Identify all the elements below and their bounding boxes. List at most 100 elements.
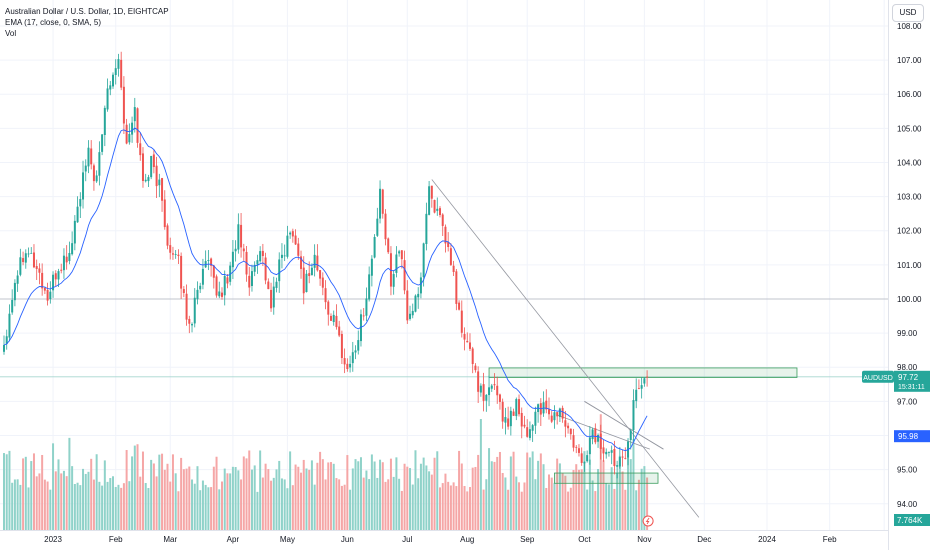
volume-bar bbox=[523, 482, 526, 530]
volume-bar bbox=[128, 481, 131, 530]
candle-body bbox=[68, 252, 71, 262]
volume-bar bbox=[561, 473, 564, 530]
candle-body bbox=[188, 318, 191, 324]
volume-bar bbox=[548, 474, 550, 530]
volume-bar bbox=[65, 476, 68, 530]
currency-button[interactable]: USD bbox=[892, 4, 924, 22]
candle-body bbox=[357, 340, 360, 351]
candle-body bbox=[417, 293, 420, 298]
ema-line bbox=[3, 127, 648, 452]
volume-badge-label: 7.764K bbox=[897, 516, 923, 525]
volume-bar bbox=[357, 461, 360, 530]
volume-bar bbox=[185, 468, 188, 530]
volume-bar bbox=[389, 458, 392, 530]
volume-bar bbox=[294, 464, 297, 530]
time-tick-label: Dec bbox=[697, 535, 711, 544]
price-tick-label: 101.00 bbox=[897, 261, 922, 270]
candle-body bbox=[384, 213, 387, 240]
volume-bar bbox=[496, 456, 499, 530]
candle-body bbox=[425, 213, 428, 245]
volume-bar bbox=[87, 471, 90, 530]
candle-body bbox=[267, 281, 270, 290]
candle-body bbox=[82, 172, 85, 200]
candle-body bbox=[128, 133, 131, 143]
candle-body bbox=[441, 214, 444, 226]
volume-bar bbox=[297, 466, 300, 530]
candle-body bbox=[409, 313, 412, 319]
candle-body bbox=[35, 266, 38, 269]
volume-bar bbox=[395, 457, 398, 530]
volume-bar bbox=[95, 454, 98, 530]
volume-bar bbox=[286, 488, 289, 530]
candle-body bbox=[278, 259, 281, 282]
candle-body bbox=[133, 107, 136, 122]
candle-body bbox=[234, 248, 237, 252]
volume-bar bbox=[41, 454, 44, 530]
volume-bar bbox=[346, 455, 349, 530]
volume-bar bbox=[226, 473, 229, 530]
candle-body bbox=[474, 365, 477, 371]
volume-bar bbox=[250, 469, 253, 530]
candle-body bbox=[177, 254, 180, 257]
candle-body bbox=[577, 448, 580, 453]
candle-body bbox=[193, 297, 196, 324]
volume-bar bbox=[5, 454, 8, 530]
legend-ema: EMA (17, close, 0, SMA, 5) bbox=[5, 18, 102, 27]
candle-body bbox=[447, 241, 450, 248]
volume-bar bbox=[419, 463, 422, 530]
volume-bar bbox=[103, 460, 106, 530]
volume-bar bbox=[564, 475, 567, 530]
volume-bar bbox=[398, 478, 401, 530]
candle-body bbox=[270, 289, 273, 309]
volume-bar bbox=[335, 478, 338, 530]
volume-bar bbox=[280, 478, 283, 530]
candle-body bbox=[400, 250, 403, 260]
legend-title: Australian Dollar / U.S. Dollar, 1D, EIG… bbox=[5, 7, 169, 16]
volume-bar bbox=[152, 463, 155, 530]
volume-bar bbox=[182, 469, 185, 530]
volume-bar bbox=[583, 451, 586, 530]
candle-body bbox=[428, 186, 431, 215]
ema-badge-label: 95.98 bbox=[898, 432, 919, 441]
candle-body bbox=[586, 455, 589, 462]
volume-bar bbox=[577, 469, 580, 530]
candle-body bbox=[599, 433, 602, 449]
candle-body bbox=[117, 59, 120, 69]
candle-body bbox=[526, 427, 529, 437]
candle-body bbox=[253, 264, 256, 272]
volume-bar bbox=[264, 463, 267, 530]
candle-body bbox=[46, 289, 49, 301]
candle-body bbox=[310, 267, 313, 276]
volume-badge bbox=[894, 514, 930, 526]
volume-bar bbox=[531, 451, 534, 530]
time-tick-label: 2023 bbox=[44, 535, 62, 544]
volume-bar bbox=[201, 480, 204, 530]
candle-body bbox=[444, 226, 447, 244]
candle-body bbox=[41, 272, 44, 289]
volume-bar bbox=[370, 454, 373, 530]
volume-bar bbox=[452, 482, 455, 530]
volume-bar bbox=[234, 467, 237, 530]
candle-body bbox=[272, 286, 275, 308]
candle-body bbox=[161, 178, 164, 201]
candle-body bbox=[564, 420, 567, 427]
candle-body bbox=[346, 363, 349, 369]
candle-body bbox=[286, 235, 289, 257]
volume-bar bbox=[518, 482, 521, 530]
volume-bar bbox=[458, 450, 461, 530]
candle-body bbox=[319, 270, 322, 279]
candle-body bbox=[531, 425, 534, 431]
candle-body bbox=[174, 254, 177, 255]
volume-bar bbox=[384, 481, 387, 530]
volume-bar bbox=[131, 456, 134, 530]
volume-bar bbox=[501, 472, 504, 530]
candle-body bbox=[403, 260, 406, 291]
volume-bar bbox=[591, 480, 594, 530]
volume-bar bbox=[490, 461, 493, 530]
candle-body bbox=[646, 376, 649, 378]
volume-bar bbox=[139, 476, 142, 530]
candle-body bbox=[136, 108, 139, 143]
volume-bar bbox=[607, 484, 610, 530]
